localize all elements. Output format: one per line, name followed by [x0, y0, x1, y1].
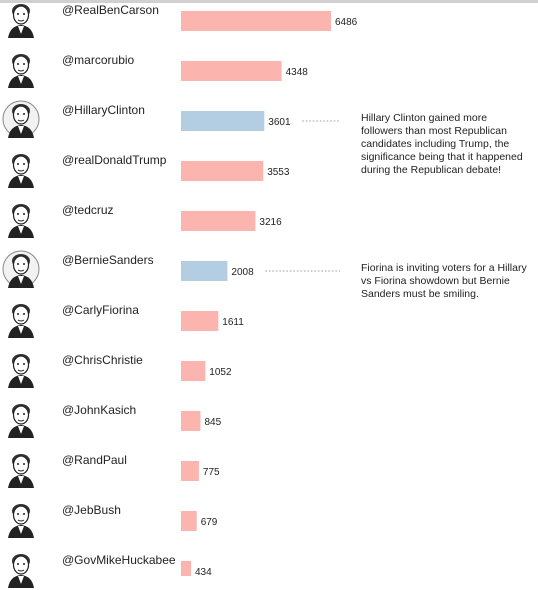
avatar-realdonaldtrump — [8, 154, 34, 188]
candidate-row: @JebBush — [0, 500, 360, 540]
value-label-marcorubio: 4348 — [286, 67, 309, 78]
bar-johnkasich — [181, 411, 201, 431]
value-label-berniesanders: 2008 — [231, 267, 254, 278]
avatar-chrischristie — [8, 354, 34, 388]
handle-realdonaldtrump: @realDonaldTrump — [62, 153, 167, 167]
bar-marcorubio — [181, 61, 282, 81]
avatar-jebbush — [8, 504, 34, 538]
candidate-row: @tedcruz — [0, 200, 360, 240]
candidate-row: @BernieSanders — [0, 250, 360, 290]
handle-jebbush: @JebBush — [62, 503, 121, 517]
candidate-row: @RealBenCarson — [0, 0, 360, 40]
bar-realbencarson — [181, 11, 331, 31]
handle-johnkasich: @JohnKasich — [62, 403, 137, 417]
bar-jebbush — [181, 511, 197, 531]
handle-marcorubio: @marcorubio — [62, 53, 135, 67]
bar-realdonaldtrump — [181, 161, 264, 181]
candidate-row: @HillaryClinton — [0, 100, 360, 140]
handle-berniesanders: @BernieSanders — [62, 253, 154, 267]
avatar-hillaryclinton — [2, 100, 40, 138]
annotation-clinton: Hillary Clinton gained more followers th… — [361, 112, 523, 176]
handle-govmikehuckabee: @GovMikeHuckabee — [62, 553, 176, 567]
avatar-carlyfiorina — [8, 304, 34, 338]
value-label-johnkasich: 845 — [205, 417, 222, 428]
handle-hillaryclinton: @HillaryClinton — [62, 103, 145, 117]
candidate-row: @ChrisChristie — [0, 350, 360, 390]
bar-berniesanders — [181, 261, 228, 281]
annotation-sanders: Fiorina is inviting voters for a Hillary… — [361, 262, 527, 300]
candidate-rows: @RealBenCarson @marcorubio @HillaryClinton… — [0, 0, 360, 588]
candidate-row: @JohnKasich — [0, 400, 360, 440]
candidate-row: @RandPaul — [0, 450, 360, 490]
value-label-hillaryclinton: 3601 — [268, 117, 291, 128]
avatar-govmikehuckabee — [8, 554, 34, 588]
value-label-govmikehuckabee: 434 — [195, 567, 212, 576]
avatar-johnkasich — [8, 404, 34, 438]
handle-tedcruz: @tedcruz — [62, 203, 114, 217]
bar-chart: 6486 4348 3601 3553 3216 2008 1611 1052 845 775 67… — [181, 11, 358, 576]
avatar-realbencarson — [8, 4, 34, 38]
handle-chrischristie: @ChrisChristie — [62, 353, 143, 367]
value-label-chrischristie: 1052 — [209, 367, 232, 378]
avatar-berniesanders — [2, 250, 40, 288]
value-label-carlyfiorina: 1611 — [222, 317, 244, 328]
candidate-row: @GovMikeHuckabee — [0, 550, 360, 590]
value-label-realdonaldtrump: 3553 — [267, 167, 290, 178]
bar-tedcruz — [181, 211, 256, 231]
bar-carlyfiorina — [181, 311, 219, 331]
candidate-row: @marcorubio — [0, 50, 360, 90]
handle-carlyfiorina: @CarlyFiorina — [62, 303, 139, 317]
value-label-realbencarson: 6486 — [335, 17, 358, 28]
value-label-randpaul: 775 — [203, 467, 220, 478]
avatar-marcorubio — [8, 54, 34, 88]
value-label-jebbush: 679 — [201, 517, 218, 528]
top-border — [0, 0, 538, 3]
handle-realbencarson: @RealBenCarson — [62, 3, 159, 17]
candidate-row: @CarlyFiorina — [0, 300, 360, 340]
handle-randpaul: @RandPaul — [62, 453, 127, 467]
bar-randpaul — [181, 461, 199, 481]
avatar-tedcruz — [8, 204, 34, 238]
avatar-randpaul — [8, 454, 34, 488]
bar-govmikehuckabee — [181, 561, 191, 576]
bar-chrischristie — [181, 361, 206, 381]
value-label-tedcruz: 3216 — [259, 217, 282, 228]
candidate-row: @realDonaldTrump — [0, 150, 360, 190]
bar-hillaryclinton — [181, 111, 265, 131]
